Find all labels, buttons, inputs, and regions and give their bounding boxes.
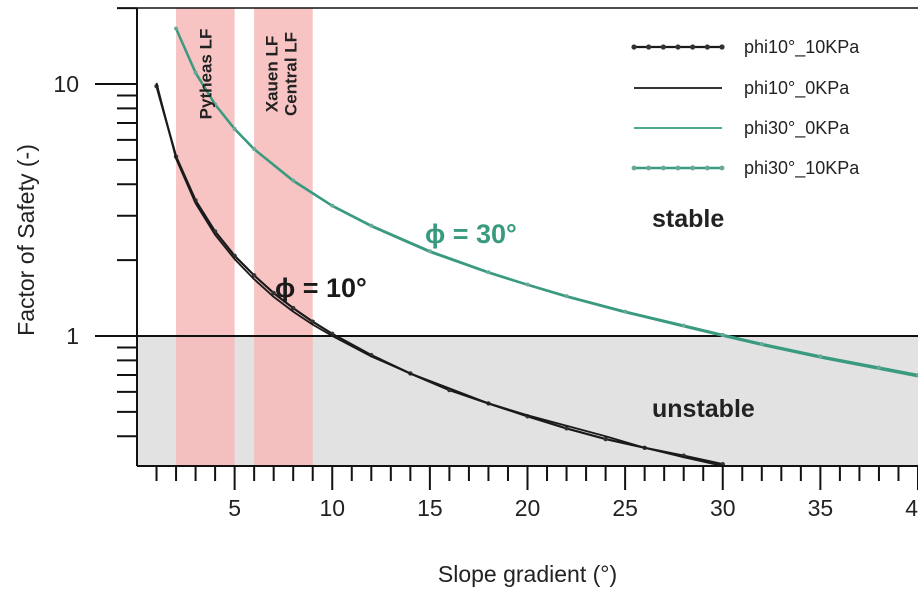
x-tick-label: 25 <box>612 495 638 521</box>
legend: phi10°_10KPa phi10°_0KPa phi30°_0KPa phi… <box>631 37 860 179</box>
legend-swatch-marker <box>660 44 666 50</box>
x-tick-label: 40 <box>905 495 918 521</box>
phi10-curve-label: ϕ = 10° <box>275 273 367 303</box>
legend-swatch-marker <box>646 44 652 50</box>
axes: 5 10 15 20 25 30 35 40 1 10 <box>53 7 918 521</box>
legend-swatch-marker <box>719 165 725 171</box>
band-label-central: Central LF <box>281 32 300 116</box>
legend-swatch-marker <box>690 44 696 50</box>
legend-label-phi10-10kpa: phi10°_10KPa <box>744 37 860 58</box>
series-curves <box>137 26 918 467</box>
series-line-0 <box>155 85 724 466</box>
series-3 <box>174 26 918 378</box>
series-3-point <box>232 126 237 131</box>
legend-swatch-marker <box>704 44 710 50</box>
legend-label-phi30-10kpa: phi30°_10KPa <box>744 158 860 179</box>
legend-swatch-marker <box>631 44 637 50</box>
legend-swatch-marker <box>631 165 637 171</box>
legend-swatch-marker <box>690 165 696 171</box>
series-0-point <box>271 290 276 296</box>
series-3-point <box>252 147 257 152</box>
x-tick-label: 20 <box>515 495 541 521</box>
series-3-point <box>759 341 764 346</box>
band-label-xauen: Xauen LF <box>262 36 281 113</box>
series-3-point <box>330 203 335 208</box>
series-0-point <box>291 305 296 311</box>
x-axis-title: Slope gradient (°) <box>438 561 617 587</box>
y-tick-label: 1 <box>66 323 79 349</box>
y-tick-label: 10 <box>53 71 79 97</box>
band-1 <box>254 8 313 466</box>
series-3-point <box>369 223 374 228</box>
series-3-point <box>564 294 569 299</box>
series-0-point <box>564 426 569 431</box>
series-1 <box>155 82 723 467</box>
x-tick-label: 35 <box>808 495 834 521</box>
series-0-point <box>310 319 315 324</box>
series-3-point <box>623 309 628 314</box>
series-3-point <box>291 178 296 183</box>
legend-swatch-marker <box>675 44 681 50</box>
unstable-region-label: unstable <box>652 395 755 423</box>
legend-label-phi10-0kpa: phi10°_0KPa <box>744 78 850 99</box>
band-label-pytheas: Pytheas LF <box>196 29 215 120</box>
series-3-point <box>174 26 179 31</box>
series-0-point <box>251 273 257 278</box>
y-axis-title: Factor of Safety (-) <box>13 144 39 336</box>
x-tick-label: 5 <box>228 495 241 521</box>
legend-swatch-marker <box>646 165 652 171</box>
series-3-point <box>213 102 218 107</box>
series-3-point <box>818 354 823 359</box>
series-3-point <box>193 70 198 75</box>
phi30-curve-label: ϕ = 30° <box>425 219 517 249</box>
legend-swatch-marker <box>704 165 710 171</box>
series-3-point <box>427 249 432 254</box>
legend-swatch-marker <box>719 44 725 50</box>
legend-swatch-marker <box>675 165 681 171</box>
x-tick-label: 30 <box>710 495 736 521</box>
series-3-point <box>876 365 881 370</box>
series-3-point <box>681 323 686 328</box>
legend-swatch-marker <box>660 165 666 171</box>
x-tick-label: 10 <box>319 495 345 521</box>
highlight-bands <box>176 8 313 466</box>
series-3-point <box>720 332 725 337</box>
legend-label-phi30-0kpa: phi30°_0KPa <box>744 118 850 139</box>
series-line-1 <box>155 82 723 467</box>
series-0-point <box>603 436 608 442</box>
series-3-point <box>486 270 491 275</box>
series-3-point <box>525 282 530 287</box>
band-0 <box>176 8 235 466</box>
x-tick-label: 15 <box>417 495 443 521</box>
stable-region-label: stable <box>652 205 724 233</box>
